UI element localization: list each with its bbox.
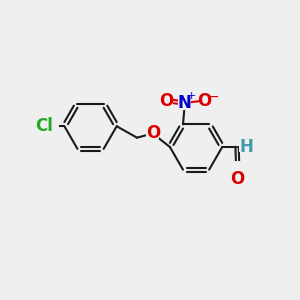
Text: O: O [159, 92, 173, 110]
Bar [37, 121, 59, 132]
Bar [160, 95, 172, 106]
Text: O: O [197, 92, 211, 110]
Bar [178, 96, 191, 110]
Text: N: N [178, 94, 191, 112]
Text: +: + [186, 92, 196, 101]
Text: O: O [146, 124, 160, 142]
Bar [146, 128, 159, 139]
Bar [231, 161, 244, 173]
Text: −: − [208, 89, 219, 103]
Text: H: H [239, 138, 253, 156]
Bar [201, 95, 217, 106]
Text: O: O [231, 170, 245, 188]
Bar [239, 142, 251, 152]
Text: Cl: Cl [35, 117, 53, 135]
